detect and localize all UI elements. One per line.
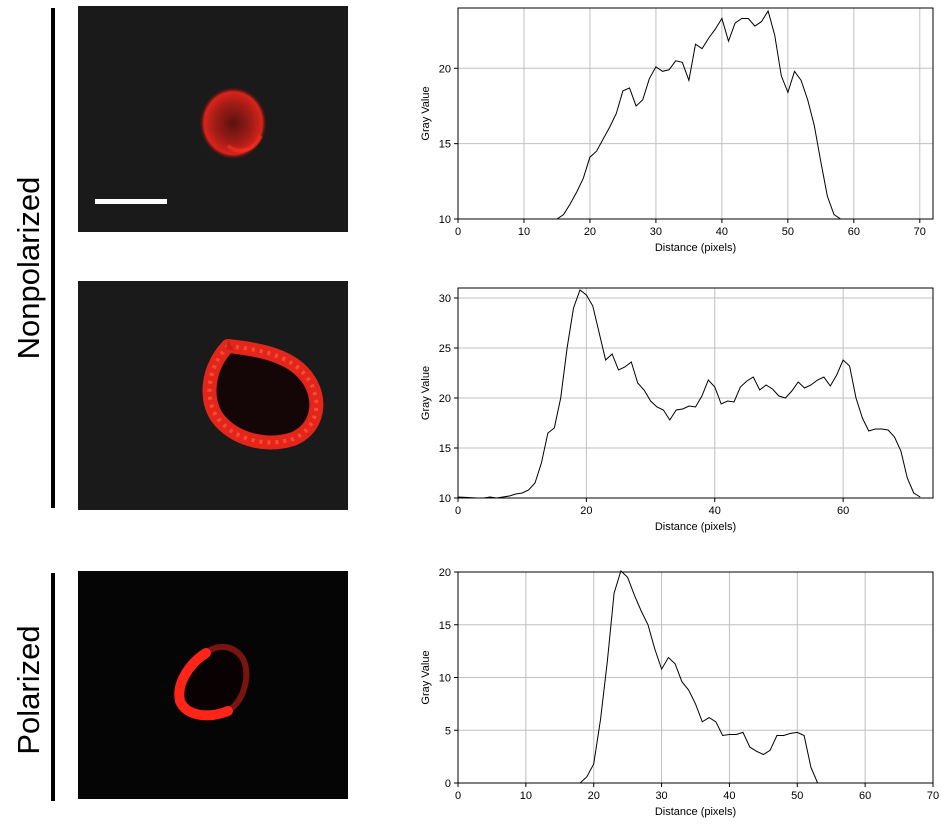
x-tick-label: 0 bbox=[455, 790, 461, 802]
plot-frame bbox=[457, 287, 934, 499]
y-axis-label: Gray Value bbox=[420, 366, 432, 420]
profile-line bbox=[458, 9, 933, 220]
y-tick-label: 20 bbox=[439, 63, 451, 75]
x-axis-label: Distance (pixels) bbox=[655, 242, 736, 254]
nonpolarized-label: Nonpolarized bbox=[11, 176, 46, 360]
x-axis-label: Distance (pixels) bbox=[655, 806, 736, 818]
y-tick-label: 10 bbox=[439, 673, 451, 685]
y-tick-label: 20 bbox=[439, 567, 451, 579]
profile-plot-1: 0 10 20 30 40 50 60 70 10 15 20 Distance (pixels) Gr… bbox=[415, 4, 939, 262]
x-tick-label: 60 bbox=[837, 505, 849, 517]
x-tick-label: 40 bbox=[716, 226, 728, 238]
polarized-label: Polarized bbox=[11, 625, 46, 755]
line-chart: 0 20 40 60 10 15 20 25 30 Distance (pixels) Gray V… bbox=[420, 287, 934, 533]
y-tick-label: 15 bbox=[439, 443, 451, 455]
cell-image bbox=[198, 86, 268, 160]
x-tick-label: 40 bbox=[723, 790, 735, 802]
x-tick-label: 20 bbox=[580, 505, 592, 517]
y-tick-label: 20 bbox=[439, 393, 451, 405]
x-tick-label: 40 bbox=[709, 505, 721, 517]
scale-bar bbox=[95, 199, 167, 204]
profile-line bbox=[457, 289, 921, 499]
x-tick-label: 0 bbox=[455, 226, 461, 238]
x-tick-label: 60 bbox=[859, 790, 871, 802]
profile-plot-3: 0 10 20 30 40 50 60 70 0 5 10 15 20 Distance (pixels)… bbox=[415, 566, 939, 824]
nonpolarized-group-bar bbox=[51, 8, 55, 508]
y-tick-label: 15 bbox=[439, 139, 451, 151]
y-tick-label: 30 bbox=[439, 293, 451, 305]
x-axis-label: Distance (pixels) bbox=[655, 521, 736, 533]
plot-frame bbox=[457, 571, 934, 784]
y-tick-label: 25 bbox=[439, 343, 451, 355]
x-tick-label: 60 bbox=[848, 226, 860, 238]
x-tick-label: 30 bbox=[650, 226, 662, 238]
line-chart: 0 10 20 30 40 50 60 70 10 15 20 Distance (pixels) Gr… bbox=[420, 7, 934, 254]
y-axis-label: Gray Value bbox=[420, 86, 432, 140]
x-tick-label: 70 bbox=[927, 790, 939, 802]
y-tick-label: 5 bbox=[445, 725, 451, 737]
profile-line bbox=[458, 569, 933, 784]
micrograph-nonpolarized-2 bbox=[78, 281, 348, 510]
y-tick-label: 0 bbox=[445, 778, 451, 790]
micrograph-nonpolarized-1 bbox=[78, 6, 348, 232]
x-tick-label: 0 bbox=[455, 505, 461, 517]
cell-image bbox=[202, 339, 324, 450]
line-chart: 0 10 20 30 40 50 60 70 0 5 10 15 20 Distance (pixels)… bbox=[420, 567, 939, 818]
x-tick-label: 20 bbox=[588, 790, 600, 802]
x-tick-label: 70 bbox=[914, 226, 926, 238]
x-tick-label: 50 bbox=[782, 226, 794, 238]
x-tick-label: 10 bbox=[520, 790, 532, 802]
y-tick-label: 15 bbox=[439, 620, 451, 632]
x-tick-label: 10 bbox=[518, 226, 530, 238]
micrograph-polarized bbox=[78, 571, 348, 799]
polarized-group-bar bbox=[51, 573, 55, 801]
plot-frame bbox=[457, 7, 934, 220]
y-tick-label: 10 bbox=[439, 214, 451, 226]
cell-image bbox=[174, 643, 250, 721]
y-tick-label: 10 bbox=[439, 493, 451, 505]
x-tick-label: 30 bbox=[655, 790, 667, 802]
y-axis-label: Gray Value bbox=[420, 650, 432, 704]
x-tick-label: 20 bbox=[584, 226, 596, 238]
profile-plot-2: 0 20 40 60 10 15 20 25 30 Distance (pixels) Gray V… bbox=[415, 283, 939, 540]
x-tick-label: 50 bbox=[791, 790, 803, 802]
